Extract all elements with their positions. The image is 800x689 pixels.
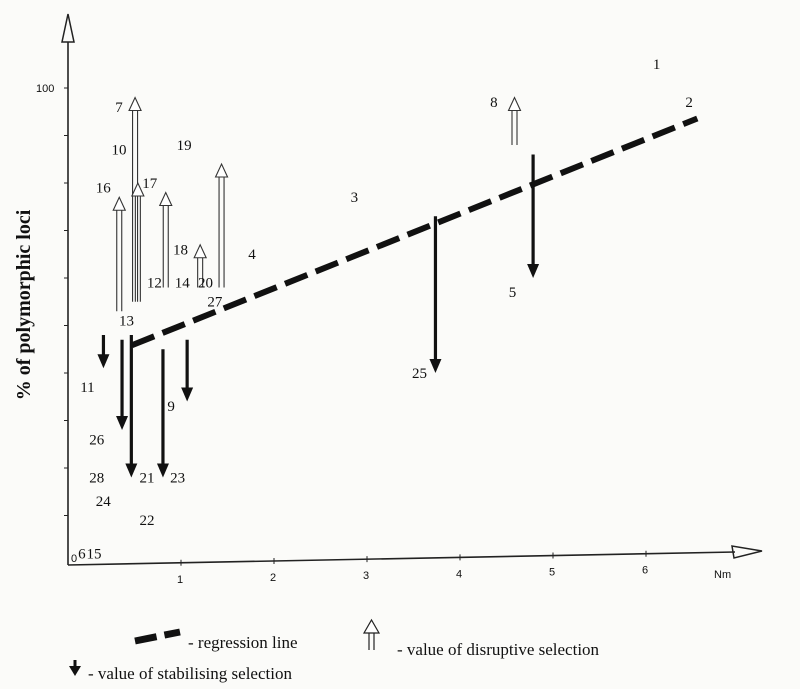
stabilising-arrow-head: [429, 359, 442, 373]
disruptive-arrow: [128, 96, 142, 302]
point-label: 26: [89, 432, 105, 448]
point-label: 12: [147, 276, 162, 292]
disruptive-arrow: [214, 162, 229, 288]
point-label: 27: [207, 295, 223, 311]
point-label: 11: [80, 380, 94, 396]
legend-disruptive-label: - value of disruptive selection: [397, 640, 600, 659]
point-label: 1: [653, 57, 661, 73]
y-ticks: 100: [36, 83, 68, 516]
stabilising-arrow: [527, 154, 540, 278]
point-label: 24: [96, 494, 112, 510]
point-label: 20: [198, 276, 213, 292]
point-label: 5: [509, 285, 517, 301]
stabilising-arrow: [181, 339, 194, 402]
x-tick-label: 1: [177, 574, 183, 586]
disruptive-arrow-head: [128, 96, 142, 112]
legend-stabilising-icon: [69, 660, 81, 676]
stabilising-arrow: [97, 335, 110, 369]
stabilising-arrow-head: [156, 463, 169, 478]
disruptive-arrow: [130, 181, 145, 302]
stabilising-arrow-head: [181, 387, 194, 402]
disruptive-arrow-head: [507, 96, 522, 112]
disruptive-arrow: [507, 96, 522, 145]
disruptive-arrow: [158, 191, 173, 288]
point-label: 13: [119, 314, 134, 330]
origin-label: 0: [71, 553, 77, 565]
stabilising-arrow: [429, 216, 442, 373]
y-tick-label: 100: [36, 83, 54, 95]
legend-regression-label: - regression line: [188, 633, 298, 652]
point-label: 9: [167, 399, 175, 415]
point-label: 3: [351, 190, 359, 206]
point-label: 23: [170, 470, 185, 486]
regression-line-group: [130, 115, 699, 349]
x-axis-arrowhead: [731, 545, 763, 559]
point-label: 14: [175, 276, 191, 292]
point-label: 28: [89, 470, 104, 486]
axes: [61, 13, 763, 566]
x-tick-label: 4: [456, 568, 462, 580]
disruptive-arrow-head: [193, 243, 208, 259]
disruptive-arrow: [112, 195, 127, 312]
point-label: 6: [78, 546, 86, 562]
stabilising-arrow-head: [97, 354, 110, 369]
x-tick-label: 2: [270, 572, 276, 584]
point-label: 7: [115, 100, 123, 116]
disruptive-arrow-head: [112, 195, 127, 211]
legend: - regression line - value of disruptive …: [69, 618, 600, 683]
y-axis-arrowhead: [61, 13, 75, 43]
legend-disruptive-icon: [362, 618, 381, 650]
stabilising-arrow: [156, 349, 169, 478]
stabilising-arrows: [97, 154, 540, 478]
disruptive-arrow: [193, 243, 208, 288]
point-label: 17: [142, 176, 158, 192]
legend-regression-swatch: [134, 628, 181, 645]
point-label: 10: [112, 143, 127, 159]
stabilising-arrow-head: [125, 463, 138, 478]
disruptive-arrow-head: [158, 191, 173, 207]
stabilising-arrow: [116, 339, 129, 430]
point-label: 25: [412, 366, 427, 382]
y-axis-title: % of polymorphic loci: [13, 209, 35, 400]
x-ticks: 1 2 3 4 5 6: [177, 550, 648, 586]
stabilising-arrow-head: [116, 416, 129, 430]
point-label: 19: [177, 138, 192, 154]
disruptive-arrows: [112, 96, 522, 312]
point-label: 8: [490, 95, 498, 111]
legend-stabilising-label: - value of stabilising selection: [88, 664, 292, 683]
point-label: 15: [86, 546, 101, 562]
point-label: 2: [685, 95, 693, 111]
point-label: 4: [248, 247, 256, 263]
regression-line: [130, 115, 699, 349]
stabilising-arrow-head: [527, 264, 540, 278]
disruptive-arrow-head: [130, 181, 145, 197]
x-tick-label: 3: [363, 570, 369, 582]
x-tick-label: 5: [549, 567, 555, 579]
point-label: 21: [139, 470, 154, 486]
point-label: 18: [173, 242, 188, 258]
disruptive-arrow-head: [214, 162, 229, 178]
x-axis-line: [67, 551, 736, 566]
point-label: 22: [139, 513, 154, 529]
x-tick-label: 6: [642, 565, 648, 577]
point-label: 16: [96, 181, 112, 197]
x-axis-title: Nm: [714, 569, 731, 581]
stabilising-arrow: [125, 335, 138, 478]
